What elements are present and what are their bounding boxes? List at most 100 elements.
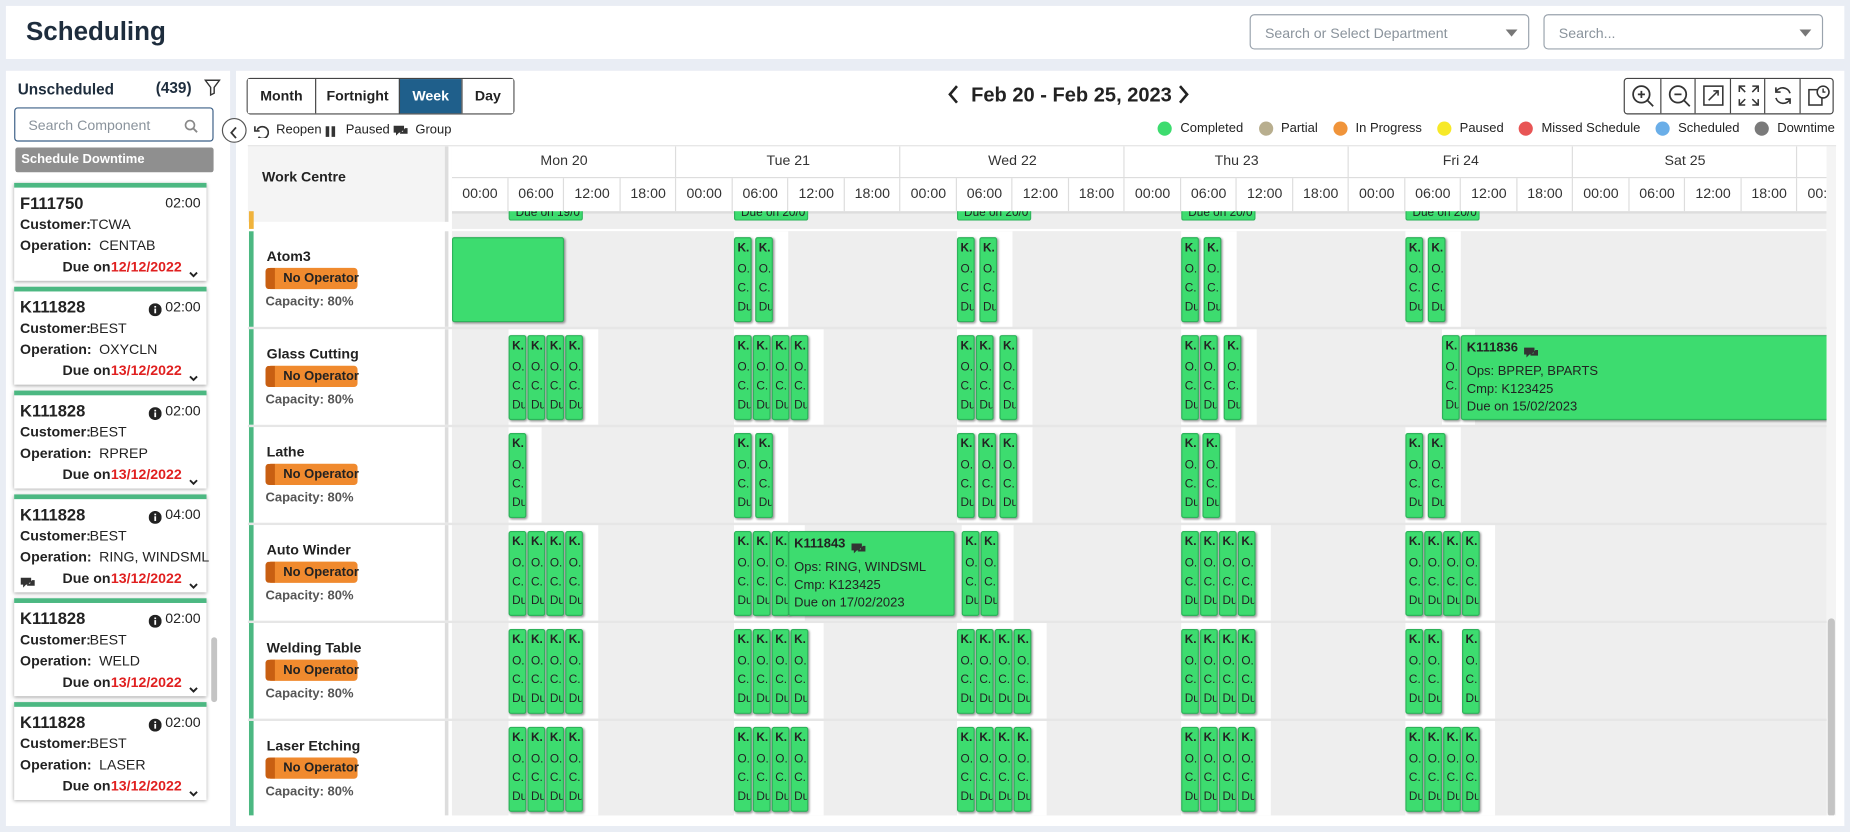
job-block[interactable]: K. O. C. Du [527, 726, 546, 812]
view-button[interactable]: Day [461, 79, 514, 114]
expand-chevron[interactable] [189, 782, 198, 803]
job-block[interactable]: K. O. C. Du [1443, 726, 1461, 812]
job-block[interactable]: K. O. C. Du [999, 335, 1018, 421]
expand-chevron[interactable] [189, 679, 198, 700]
job-block[interactable]: K. O. C. Du [733, 531, 752, 616]
job-block[interactable]: K. O. C. Du [1427, 433, 1446, 519]
job-block[interactable]: K. O. C. Du [1405, 433, 1424, 519]
tool-button[interactable] [1729, 79, 1765, 114]
job-card[interactable]: K111828 04:00 Customer: BEST Operation: RING,… [14, 494, 209, 593]
job-block[interactable]: K111836 Ops: BPREP, BPARTS Cmp: K123425 Due… [1460, 335, 1827, 421]
job-block[interactable]: K. O. C. Du [1237, 628, 1256, 714]
job-block[interactable]: K. O. C. Du [1181, 433, 1199, 519]
job-block[interactable]: K. O. C. Du [1443, 531, 1461, 616]
job-block[interactable]: K. O. C. Du [752, 531, 771, 616]
job-block[interactable]: K. O. C. Du [1203, 237, 1222, 323]
job-block[interactable]: K. O. C. Du [752, 335, 771, 421]
job-block[interactable]: K. O. C. Du [999, 433, 1018, 519]
job-card[interactable]: K111828 02:00 Customer: BEST Operation: RPREP… [14, 390, 207, 492]
view-button[interactable]: Fortnight [315, 79, 399, 114]
job-block[interactable]: K. O. C. Du [565, 726, 583, 812]
job-block[interactable]: K. O. C. Du [1237, 726, 1256, 812]
expand-chevron[interactable] [189, 471, 198, 492]
job-block[interactable]: K. O. C. Du [508, 433, 527, 519]
job-block[interactable]: K. O. C. Du [1200, 335, 1218, 421]
filter-icon[interactable] [203, 79, 221, 103]
job-block[interactable]: K. O. C. Du [546, 531, 565, 616]
job-block[interactable]: K. O. C. Du [1181, 726, 1199, 812]
job-block[interactable]: K. O. C. Du [956, 628, 975, 714]
job-block[interactable]: K. O. C. Du [546, 726, 565, 812]
search-component[interactable]: Search Component [14, 107, 214, 142]
job-block[interactable]: K. O. C. Du [1462, 531, 1480, 616]
prev-arrow[interactable] [948, 85, 960, 110]
job-block[interactable]: K. O. C. Du [508, 726, 527, 812]
job-block[interactable]: K. O. C. Du [975, 726, 994, 812]
job-block[interactable]: K. O. C. Du [956, 335, 975, 421]
job-block[interactable]: K111843 Ops: RING, WINDSML Cmp: K123425 Due… [788, 531, 955, 616]
job-block[interactable]: K. O. C. Du [956, 433, 975, 519]
view-button[interactable]: Month [247, 79, 316, 114]
job-block[interactable]: K. O. C. Du [1424, 531, 1442, 616]
tool-button[interactable] [1659, 79, 1695, 114]
select-box[interactable]: Search or Select Department [1249, 14, 1530, 50]
job-block[interactable] [451, 237, 565, 323]
job-block[interactable]: K. O. C. Du [978, 433, 996, 519]
job-block[interactable]: K. O. C. Du [733, 628, 752, 714]
view-button[interactable]: Week [398, 79, 462, 114]
job-block[interactable]: K. O. C. Du [1202, 433, 1221, 519]
job-block[interactable]: K. O. C. Du [752, 726, 771, 812]
job-block[interactable]: K. O. C. Du [1462, 726, 1480, 812]
job-block[interactable]: K. O. C. Du [979, 237, 998, 323]
job-block[interactable]: K. O. C. Du [752, 628, 771, 714]
job-block[interactable]: K. O. C. Du [975, 335, 994, 421]
job-block[interactable]: K. O. C. Du [790, 726, 809, 812]
job-block[interactable]: K. O. C. Du [961, 531, 980, 616]
action-label[interactable]: Reopen [276, 122, 322, 137]
action-label[interactable]: Group [415, 122, 452, 137]
job-block[interactable]: K. O. C. Du [565, 335, 583, 421]
job-block[interactable]: K. O. C. Du [1218, 726, 1237, 812]
job-block[interactable]: K. O. C. Du [1200, 726, 1218, 812]
job-block[interactable]: K. O. C. Du [1405, 237, 1424, 323]
job-block[interactable]: K. O. C. Du [994, 628, 1013, 714]
job-block[interactable]: K. O. C. Du [1200, 628, 1218, 714]
job-block[interactable]: K. O. C. Du [1441, 335, 1460, 421]
tool-button[interactable] [1694, 79, 1730, 114]
job-block[interactable]: K. O. C. Du [1218, 628, 1237, 714]
job-block[interactable]: K. O. C. Du [1405, 628, 1424, 714]
expand-chevron[interactable] [189, 575, 198, 596]
job-card[interactable]: K111828 02:00 Customer: BEST Operation: LASER… [14, 702, 207, 803]
job-block[interactable]: K. O. C. Du [733, 237, 752, 323]
job-block[interactable]: K. O. C. Du [771, 531, 790, 616]
job-block[interactable]: K. O. C. Du [1181, 335, 1199, 421]
job-block[interactable]: K. O. C. Du [1424, 726, 1442, 812]
job-block[interactable]: K. O. C. Du [508, 531, 527, 616]
job-block[interactable]: K. O. C. Du [1218, 531, 1237, 616]
job-block[interactable]: K. O. C. Du [527, 335, 546, 421]
job-block[interactable]: K. O. C. Du [1181, 531, 1199, 616]
collapse-button[interactable] [221, 117, 247, 143]
job-block[interactable]: K. O. C. Du [546, 335, 565, 421]
job-block[interactable]: K. O. C. Du [755, 433, 773, 519]
job-block[interactable]: K. O. C. Du [1200, 531, 1218, 616]
tool-button[interactable] [1799, 79, 1834, 114]
job-block[interactable]: K. O. C. Du [956, 726, 975, 812]
job-block[interactable]: K. O. C. Du [527, 531, 546, 616]
expand-chevron[interactable] [189, 263, 198, 284]
job-block[interactable]: K. O. C. Du [1405, 726, 1424, 812]
expand-chevron[interactable] [189, 367, 198, 388]
job-block[interactable]: K. O. C. Du [565, 531, 583, 616]
job-block[interactable]: K. O. C. Du [1013, 628, 1032, 714]
job-block[interactable]: K. O. C. Du [1181, 237, 1199, 323]
job-block[interactable]: K. O. C. Du [1405, 531, 1424, 616]
job-block[interactable]: K. O. C. Du [733, 335, 752, 421]
job-block[interactable]: K. O. C. Du [980, 531, 999, 616]
next-arrow[interactable] [1178, 85, 1190, 110]
job-block[interactable]: K. O. C. Du [755, 237, 773, 323]
job-card[interactable]: K111828 02:00 Customer: BEST Operation: OXYCL… [14, 286, 207, 388]
job-block[interactable]: K. O. C. Du [790, 628, 809, 714]
job-block[interactable]: K. O. C. Du [994, 726, 1013, 812]
job-block[interactable]: K. O. C. Du [771, 628, 790, 714]
job-block[interactable]: K. O. C. Du [1181, 628, 1199, 714]
